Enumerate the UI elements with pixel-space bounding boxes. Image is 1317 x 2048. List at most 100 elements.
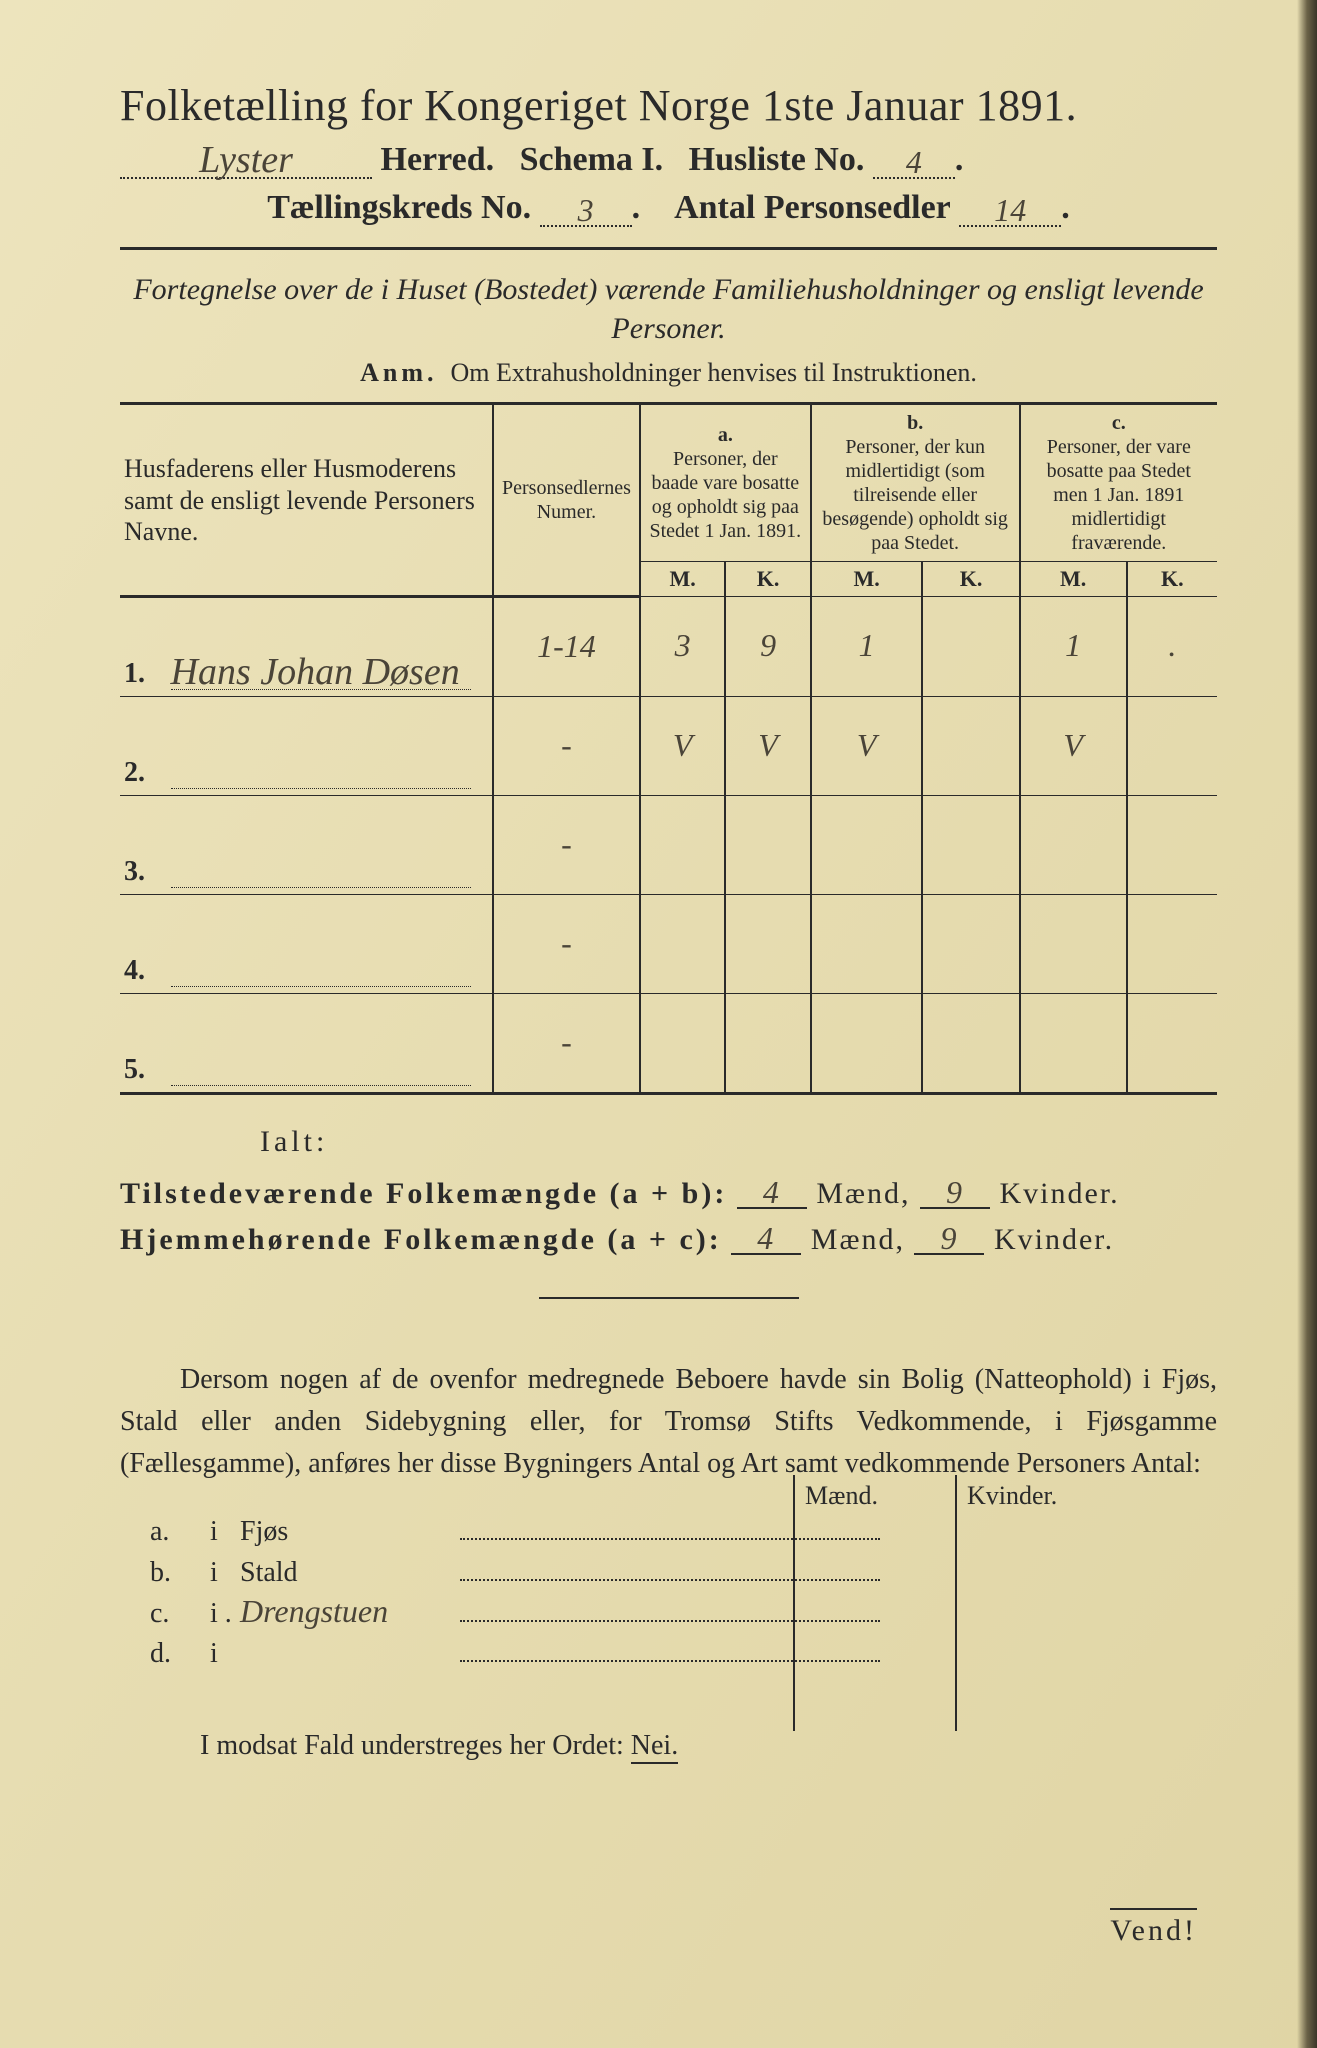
- totals-row-1: Tilstedeværende Folkemængde (a + b): 4 M…: [120, 1177, 1217, 1211]
- building-i: i: [210, 1516, 240, 1548]
- husliste-label: Husliste No.: [689, 141, 865, 178]
- person-name: [171, 788, 471, 789]
- building-tag: a.: [120, 1516, 210, 1548]
- cell-c-m: [1020, 994, 1127, 1094]
- nei-word: Nei.: [631, 1730, 678, 1764]
- divider: [120, 247, 1217, 250]
- paragraph-text: Dersom nogen af de ovenfor medregnede Be…: [120, 1364, 1217, 1479]
- kvinder-label-1: Kvinder.: [1000, 1177, 1120, 1210]
- cell-a-k: [725, 796, 810, 895]
- cell-b-m: [811, 994, 923, 1094]
- table-row: 4. -: [120, 895, 1217, 994]
- col-b-label: b.: [907, 412, 923, 434]
- header-line-2: Tællingskreds No. 3. Antal Personsedler …: [120, 189, 1217, 227]
- person-name: [171, 887, 471, 888]
- mk-c-k: K.: [1127, 562, 1217, 597]
- herred-value: Lyster: [120, 143, 372, 179]
- cell-a-m: 3: [640, 597, 725, 697]
- nei-line-text: I modsat Fald understreges her Ordet:: [200, 1730, 624, 1761]
- col-c-label: c.: [1112, 412, 1126, 434]
- anm-label: Anm.: [360, 358, 437, 387]
- building-tag: b.: [120, 1557, 210, 1589]
- totals-section: Ialt: Tilstedeværende Folkemængde (a + b…: [120, 1125, 1217, 1257]
- cell-c-m: [1020, 895, 1127, 994]
- cell-b-k: [922, 994, 1019, 1094]
- header-line-1: Lyster Herred. Schema I. Husliste No. 4.: [120, 141, 1217, 179]
- mk-b-k: K.: [922, 562, 1019, 597]
- ialt-label: Ialt:: [260, 1125, 1217, 1159]
- col-c-header: c. Personer, der vare bosatte paa Stedet…: [1020, 404, 1217, 562]
- table-row: 2. - V V V V: [120, 697, 1217, 796]
- cell-a-k: V: [725, 697, 810, 796]
- col-name-text: Husfaderens eller Husmoderens samt de en…: [124, 454, 475, 545]
- anm-note: Anm. Om Extrahusholdninger henvises til …: [120, 358, 1217, 388]
- cell-num: -: [493, 697, 640, 796]
- mk-c-m: M.: [1020, 562, 1127, 597]
- building-list: Mænd. Kvinder. a. i Fjøs b. i Stald c. i…: [120, 1515, 1217, 1670]
- anm-text: Om Extrahusholdninger henvises til Instr…: [450, 358, 976, 387]
- mk-a-k: K.: [725, 562, 810, 597]
- herred-label: Herred.: [381, 141, 495, 178]
- cell-a-m: [640, 895, 725, 994]
- cell-b-k: [922, 597, 1019, 697]
- antal-label: Antal Personsedler: [674, 189, 951, 226]
- cell-b-m: [811, 796, 923, 895]
- building-place: Stald: [240, 1556, 460, 1589]
- cell-c-k: .: [1127, 597, 1217, 697]
- maend-col-label: Mænd.: [793, 1475, 955, 1731]
- col-num-header: Personsedlernes Numer.: [493, 404, 640, 597]
- cell-c-m: V: [1020, 697, 1127, 796]
- building-i: i: [210, 1557, 240, 1589]
- census-form-page: Folketælling for Kongeriget Norge 1ste J…: [0, 0, 1317, 2048]
- title-date: 1ste Januar 1891.: [762, 81, 1077, 130]
- building-place: Drengstuen: [240, 1597, 460, 1630]
- table-row: 3. -: [120, 796, 1217, 895]
- cell-a-k: [725, 994, 810, 1094]
- table-row: 5. -: [120, 994, 1217, 1094]
- cell-c-k: [1127, 895, 1217, 994]
- subtitle: Fortegnelse over de i Huset (Bostedet) v…: [120, 270, 1217, 348]
- antal-value: 14: [959, 196, 1061, 227]
- cell-a-k: [725, 895, 810, 994]
- col-a-label: a.: [718, 424, 733, 446]
- mk-b-m: M.: [811, 562, 923, 597]
- col-name-header: Husfaderens eller Husmoderens samt de en…: [120, 404, 493, 597]
- totals-row2-label: Hjemmehørende Folkemængde (a + c):: [120, 1223, 722, 1256]
- row-number: 5.: [124, 1042, 164, 1086]
- schema-label: Schema I.: [520, 141, 664, 178]
- vend-label: Vend!: [1110, 1908, 1197, 1948]
- row-number: 3.: [124, 844, 164, 888]
- person-name: [171, 1085, 471, 1086]
- cell-a-m: [640, 796, 725, 895]
- row-number: 1.: [124, 646, 164, 690]
- totals-r2-m: 4: [731, 1224, 801, 1255]
- cell-a-m: V: [640, 697, 725, 796]
- totals-r1-k: 9: [920, 1178, 990, 1209]
- col-c-text: Personer, der vare bosatte paa Stedet me…: [1047, 436, 1191, 554]
- cell-b-k: [922, 796, 1019, 895]
- cell-b-m: [811, 895, 923, 994]
- mk-a-m: M.: [640, 562, 725, 597]
- cell-c-m: [1020, 796, 1127, 895]
- form-title: Folketælling for Kongeriget Norge 1ste J…: [120, 80, 1217, 131]
- census-table: Husfaderens eller Husmoderens samt de en…: [120, 402, 1217, 1095]
- col-a-header: a. Personer, der baade vare bosatte og o…: [640, 404, 811, 562]
- kvinder-label-2: Kvinder.: [994, 1223, 1114, 1256]
- cell-a-m: [640, 994, 725, 1094]
- kvinder-col-label: Kvinder.: [955, 1475, 1117, 1731]
- kreds-value: 3: [540, 196, 632, 227]
- maend-label-1: Mænd,: [816, 1177, 910, 1210]
- cell-num: -: [493, 895, 640, 994]
- cell-b-k: [922, 697, 1019, 796]
- cell-b-m: V: [811, 697, 923, 796]
- totals-row1-label: Tilstedeværende Folkemængde (a + b):: [120, 1177, 727, 1210]
- building-place: Fjøs: [240, 1515, 460, 1548]
- col-b-text: Personer, der kun midlertidigt (som tilr…: [822, 436, 1008, 554]
- cell-num: -: [493, 796, 640, 895]
- mk-head: Mænd. Kvinder.: [793, 1475, 1117, 1731]
- subtitle-text: Fortegnelse over de i Huset (Bostedet) v…: [133, 273, 1203, 345]
- cell-c-k: [1127, 697, 1217, 796]
- table-row: 1. Hans Johan Døsen 1-14 3 9 1 1 .: [120, 597, 1217, 697]
- title-prefix: Folketælling for Kongeriget Norge: [120, 81, 750, 130]
- cell-a-k: 9: [725, 597, 810, 697]
